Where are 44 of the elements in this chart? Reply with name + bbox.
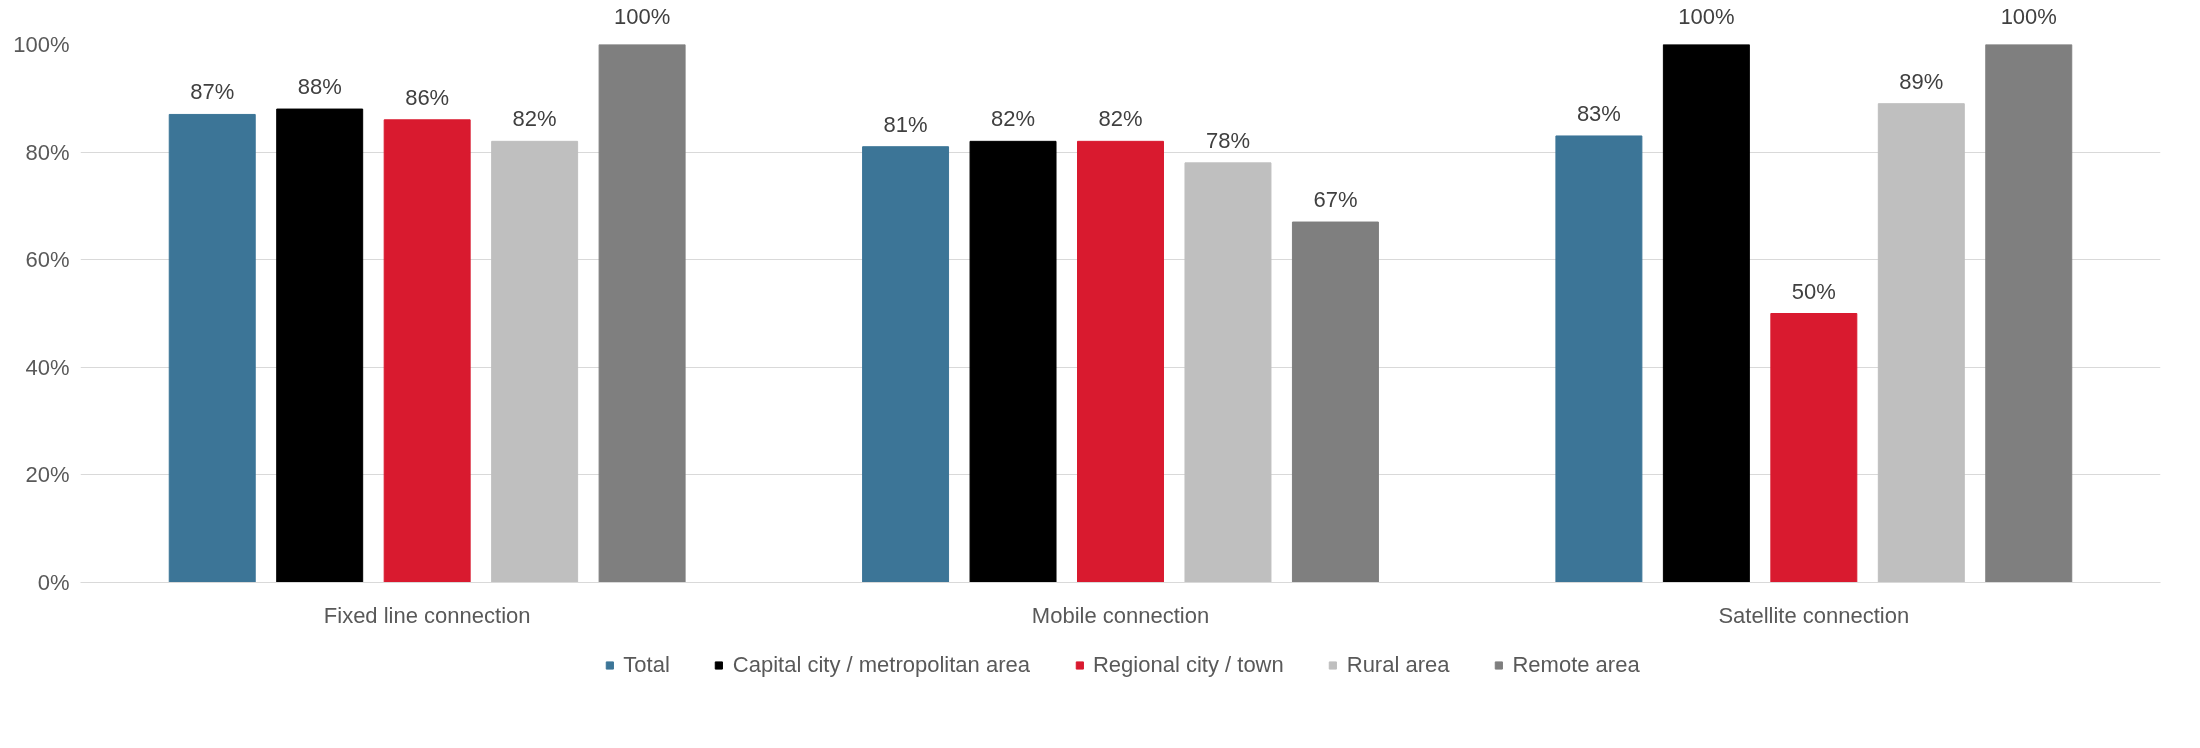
bar bbox=[1770, 313, 1858, 583]
bar bbox=[969, 140, 1057, 583]
y-tick-label: 80% bbox=[25, 139, 70, 165]
bar bbox=[1291, 221, 1379, 583]
bar bbox=[491, 140, 579, 583]
y-tick-label: 40% bbox=[25, 354, 70, 380]
legend-label: Remote area bbox=[1512, 652, 1640, 678]
x-tick-label: Satellite connection bbox=[1718, 602, 1910, 628]
text: 87% bbox=[190, 79, 235, 105]
legend-label: Capital city / metropolitan area bbox=[732, 652, 1030, 678]
x-tick-label: Fixed line connection bbox=[323, 602, 531, 628]
bar bbox=[1877, 103, 1965, 583]
text: 78% bbox=[1205, 127, 1250, 153]
bar bbox=[862, 146, 950, 583]
legend-label: Regional city / town bbox=[1092, 652, 1284, 678]
bar bbox=[1077, 140, 1164, 583]
text: 88% bbox=[297, 74, 342, 100]
text: 82% bbox=[991, 106, 1036, 132]
bar bbox=[383, 119, 471, 583]
bar bbox=[1662, 44, 1750, 583]
bar bbox=[598, 44, 686, 583]
x-tick-label: Mobile connection bbox=[1031, 602, 1210, 628]
bar bbox=[1555, 135, 1643, 583]
text: 83% bbox=[1576, 100, 1621, 126]
text: 50% bbox=[1791, 278, 1836, 304]
y-tick-label: 100% bbox=[13, 32, 70, 57]
bar bbox=[1985, 44, 2073, 583]
text: 100% bbox=[2000, 3, 2057, 29]
text: 81% bbox=[883, 111, 928, 137]
y-tick-label: 0% bbox=[37, 570, 70, 595]
text: 100% bbox=[613, 3, 671, 29]
text: 89% bbox=[1899, 68, 1944, 94]
text: 82% bbox=[512, 106, 557, 132]
text: 86% bbox=[405, 84, 450, 110]
text: 67% bbox=[1313, 187, 1358, 213]
legend-label: Total bbox=[623, 652, 670, 678]
bar bbox=[168, 113, 256, 583]
text: 100% bbox=[1678, 3, 1735, 29]
y-tick-label: 60% bbox=[25, 247, 70, 273]
text: 82% bbox=[1098, 106, 1143, 132]
y-tick-label: 20% bbox=[25, 462, 70, 488]
legend-label: Rural area bbox=[1346, 652, 1450, 678]
bar bbox=[276, 108, 364, 583]
bar bbox=[1184, 162, 1272, 583]
